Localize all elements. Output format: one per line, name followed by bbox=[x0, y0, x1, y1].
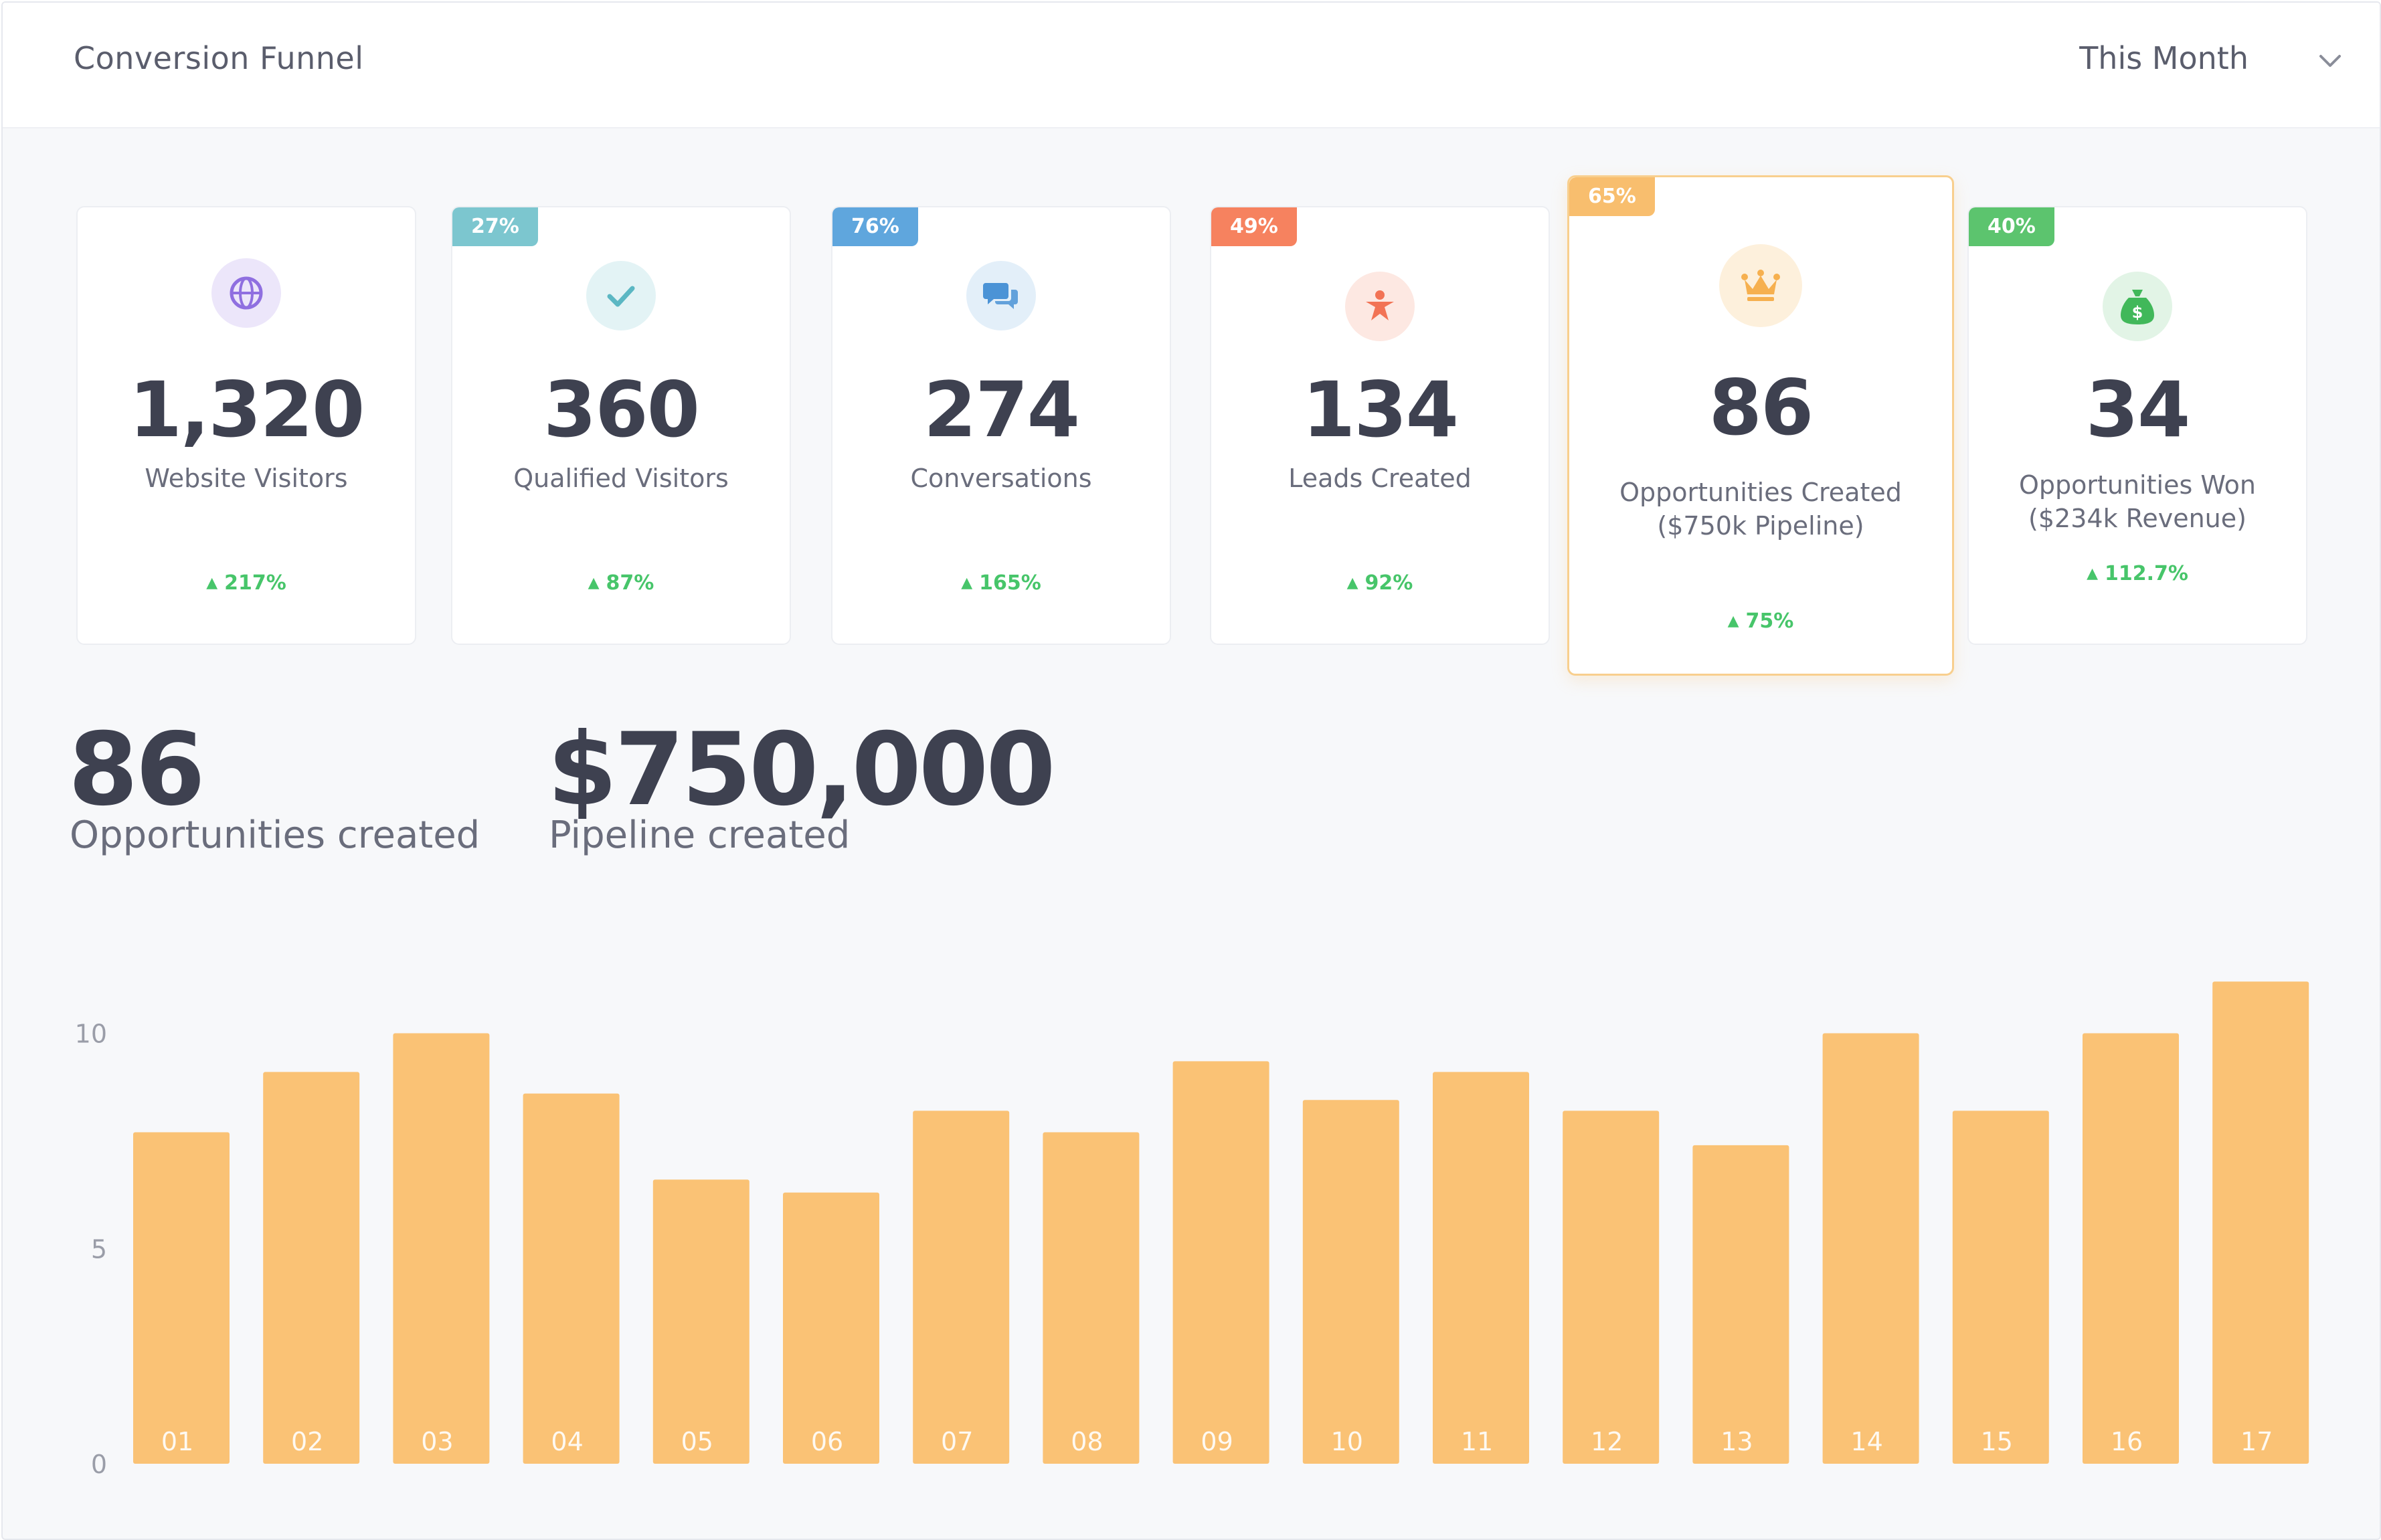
up-arrow-icon: ▲ bbox=[588, 575, 600, 591]
pipeline-created-label: Pipeline created bbox=[549, 813, 851, 857]
card-label: Qualified Visitors bbox=[513, 464, 729, 493]
card-value: 134 bbox=[1302, 365, 1459, 454]
conversion-rate-tag: 27% bbox=[452, 207, 538, 246]
up-arrow-icon: ▲ bbox=[2087, 565, 2098, 582]
x-tick-label: 08 bbox=[1071, 1427, 1103, 1456]
card-label: Website Visitors bbox=[145, 464, 348, 493]
y-tick-label: 5 bbox=[91, 1234, 107, 1264]
svg-text:$: $ bbox=[2132, 303, 2143, 322]
chart-bar[interactable] bbox=[652, 1179, 749, 1464]
x-tick-label: 15 bbox=[1981, 1427, 2013, 1456]
card-delta: ▲ 87% bbox=[588, 571, 654, 595]
chart-bar[interactable] bbox=[1043, 1132, 1140, 1464]
x-tick-label: 16 bbox=[2111, 1427, 2143, 1456]
chart-bar[interactable] bbox=[913, 1111, 1010, 1464]
chart-bar[interactable] bbox=[1952, 1111, 2049, 1464]
crown-icon bbox=[1719, 244, 1802, 327]
opportunities-created-total: 86 bbox=[68, 712, 205, 828]
card-delta: ▲ 75% bbox=[1727, 609, 1794, 633]
chart-bar[interactable] bbox=[523, 1093, 620, 1464]
card-value: 360 bbox=[543, 365, 700, 454]
x-tick-label: 12 bbox=[1591, 1427, 1623, 1456]
up-arrow-icon: ▲ bbox=[1727, 613, 1739, 630]
check-icon bbox=[586, 261, 656, 330]
card-delta: ▲ 112.7% bbox=[2087, 562, 2188, 585]
card-opportunities-created[interactable]: 65% 86 Opportunities Created ($750k Pipe… bbox=[1567, 175, 1954, 676]
chart-bar[interactable] bbox=[393, 1033, 490, 1464]
card-value: 1,320 bbox=[128, 365, 365, 454]
up-arrow-icon: ▲ bbox=[961, 575, 973, 591]
card-value: 34 bbox=[2085, 365, 2191, 454]
x-tick-label: 09 bbox=[1201, 1427, 1233, 1456]
card-delta: ▲ 165% bbox=[961, 571, 1041, 595]
card-label: Opportunities Created bbox=[1619, 478, 1902, 507]
up-arrow-icon: ▲ bbox=[1346, 575, 1358, 591]
card-opportunities-won[interactable]: 40% $ 34 Opportunities Won ($234k Revenu… bbox=[1967, 206, 2307, 645]
conversion-rate-tag: 49% bbox=[1211, 207, 1297, 246]
header-bar: Conversion Funnel This Month bbox=[3, 3, 2380, 128]
chart-bar[interactable] bbox=[783, 1192, 879, 1464]
chart-bar[interactable] bbox=[1172, 1061, 1269, 1464]
card-leads-created[interactable]: 49% 134 Leads Created ▲ 92% bbox=[1210, 206, 1550, 645]
chart-bar[interactable] bbox=[2083, 1033, 2179, 1464]
conversion-rate-tag: 76% bbox=[832, 207, 918, 246]
x-tick-label: 10 bbox=[1331, 1427, 1363, 1456]
conversion-rate-tag: 40% bbox=[1969, 207, 2054, 246]
up-arrow-icon: ▲ bbox=[206, 575, 218, 591]
card-sublabel: ($234k Revenue) bbox=[2028, 504, 2246, 533]
page-title: Conversion Funnel bbox=[74, 40, 364, 76]
x-tick-label: 03 bbox=[421, 1427, 453, 1456]
y-tick-label: 10 bbox=[75, 1020, 107, 1049]
x-tick-label: 13 bbox=[1721, 1427, 1753, 1456]
card-sublabel: ($750k Pipeline) bbox=[1657, 511, 1864, 541]
pipeline-created-total: $750,000 bbox=[547, 712, 1056, 828]
globe-icon bbox=[211, 258, 281, 328]
chart-bar[interactable] bbox=[2212, 981, 2309, 1464]
x-tick-label: 14 bbox=[1850, 1427, 1882, 1456]
card-website-visitors[interactable]: 1,320 Website Visitors ▲ 217% bbox=[76, 206, 416, 645]
y-tick-label: 0 bbox=[91, 1450, 107, 1479]
chart-bar[interactable] bbox=[1563, 1111, 1660, 1464]
x-tick-label: 11 bbox=[1461, 1427, 1493, 1456]
chat-icon bbox=[966, 261, 1036, 330]
chart-bar[interactable] bbox=[133, 1132, 230, 1464]
card-value: 274 bbox=[923, 365, 1080, 454]
card-label: Leads Created bbox=[1288, 464, 1472, 493]
x-tick-label: 04 bbox=[551, 1427, 583, 1456]
chart-bar[interactable] bbox=[1692, 1145, 1789, 1464]
opportunities-created-label: Opportunities created bbox=[70, 813, 480, 857]
card-label: Conversations bbox=[910, 464, 1092, 493]
conversion-rate-tag: 65% bbox=[1569, 177, 1655, 216]
person-icon bbox=[1345, 272, 1415, 341]
card-delta: ▲ 217% bbox=[206, 571, 286, 595]
chart-bar[interactable] bbox=[1433, 1072, 1529, 1464]
card-conversations[interactable]: 76% 274 Conversations ▲ 165% bbox=[831, 206, 1171, 645]
card-label: Opportunities Won bbox=[2018, 470, 2257, 500]
x-tick-label: 02 bbox=[291, 1427, 323, 1456]
money-bag-icon: $ bbox=[2103, 272, 2172, 341]
chart-bar[interactable] bbox=[1822, 1033, 1919, 1464]
x-tick-label: 05 bbox=[681, 1427, 713, 1456]
x-tick-label: 01 bbox=[161, 1427, 193, 1456]
x-tick-label: 07 bbox=[941, 1427, 973, 1456]
x-tick-label: 17 bbox=[2240, 1427, 2273, 1456]
chart-bar[interactable] bbox=[1302, 1100, 1399, 1464]
date-range-select[interactable]: This Month bbox=[2079, 40, 2248, 76]
chart-bar[interactable] bbox=[263, 1072, 360, 1464]
card-value: 86 bbox=[1708, 363, 1814, 452]
chevron-down-icon[interactable] bbox=[2315, 47, 2345, 76]
x-tick-label: 06 bbox=[811, 1427, 843, 1456]
card-qualified-visitors[interactable]: 27% 360 Qualified Visitors ▲ 87% bbox=[451, 206, 791, 645]
card-delta: ▲ 92% bbox=[1346, 571, 1413, 595]
